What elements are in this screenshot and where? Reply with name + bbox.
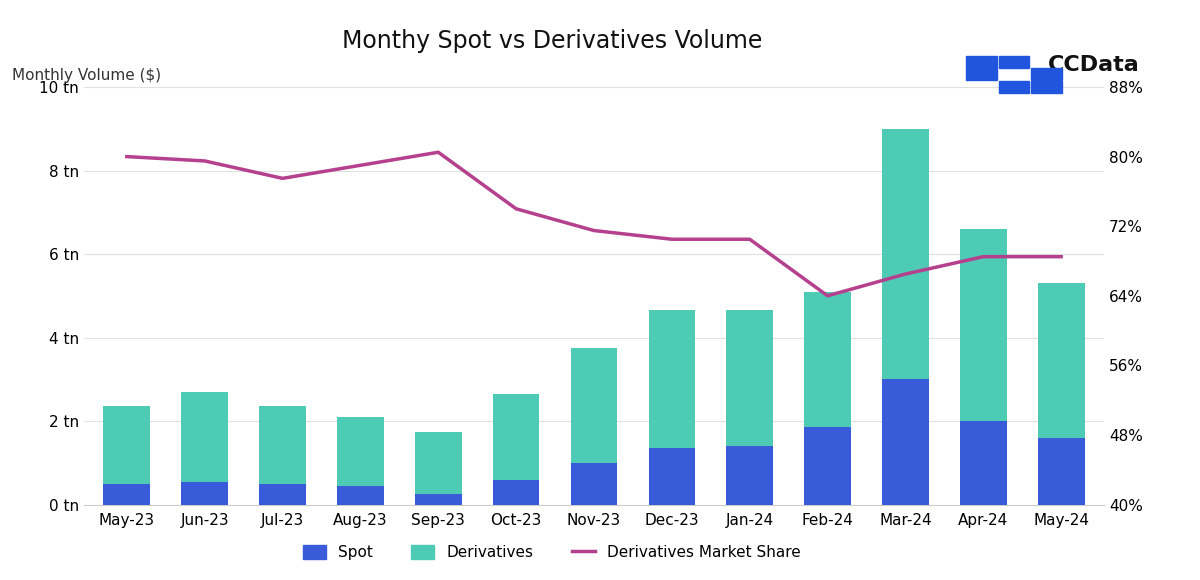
Bar [882, 379, 929, 505]
Bar [337, 417, 384, 486]
Bar [493, 480, 540, 505]
Derivatives Market Share [431, 149, 445, 156]
Bar [415, 432, 462, 494]
Bar [966, 56, 997, 67]
Derivatives Market Share [587, 227, 601, 234]
Derivatives Market Share [120, 153, 134, 160]
Bar [882, 129, 929, 379]
Bar [571, 463, 617, 505]
Bar [966, 68, 997, 80]
Bar [415, 494, 462, 505]
Text: Monthly Volume ($): Monthly Volume ($) [12, 68, 161, 83]
Text: CCData: CCData [1048, 55, 1140, 75]
Bar [960, 421, 1007, 505]
Bar [259, 407, 306, 484]
Bar [726, 446, 773, 505]
Bar [493, 394, 540, 480]
Bar [1031, 68, 1062, 80]
Bar [1038, 438, 1085, 505]
Bar [726, 310, 773, 446]
Derivatives Market Share [743, 236, 757, 243]
Derivatives Market Share [509, 205, 523, 212]
Derivatives Market Share [275, 175, 289, 182]
Bar [648, 310, 695, 448]
Bar [998, 56, 1030, 67]
Bar [1038, 283, 1085, 438]
Bar [181, 481, 228, 505]
Derivatives Market Share [1054, 253, 1068, 260]
Derivatives Market Share [198, 158, 212, 165]
Derivatives Market Share [899, 271, 913, 278]
Bar [960, 229, 1007, 421]
Derivatives Market Share [976, 253, 990, 260]
Line: Derivatives Market Share: Derivatives Market Share [127, 153, 1061, 296]
Bar [1031, 81, 1062, 93]
Bar [103, 407, 150, 484]
Derivatives Market Share [353, 162, 367, 169]
Bar [181, 392, 228, 481]
Derivatives Market Share [665, 236, 679, 243]
Derivatives Market Share [821, 292, 835, 299]
Bar [804, 427, 851, 505]
Bar [648, 448, 695, 505]
Legend: Spot, Derivatives, Derivatives Market Share: Spot, Derivatives, Derivatives Market Sh… [298, 539, 806, 567]
Text: Monthy Spot vs Derivatives Volume: Monthy Spot vs Derivatives Volume [342, 28, 762, 53]
Bar [103, 484, 150, 505]
Bar [998, 81, 1030, 93]
Bar [337, 486, 384, 505]
Bar [571, 348, 617, 463]
Bar [804, 292, 851, 427]
Bar [259, 484, 306, 505]
